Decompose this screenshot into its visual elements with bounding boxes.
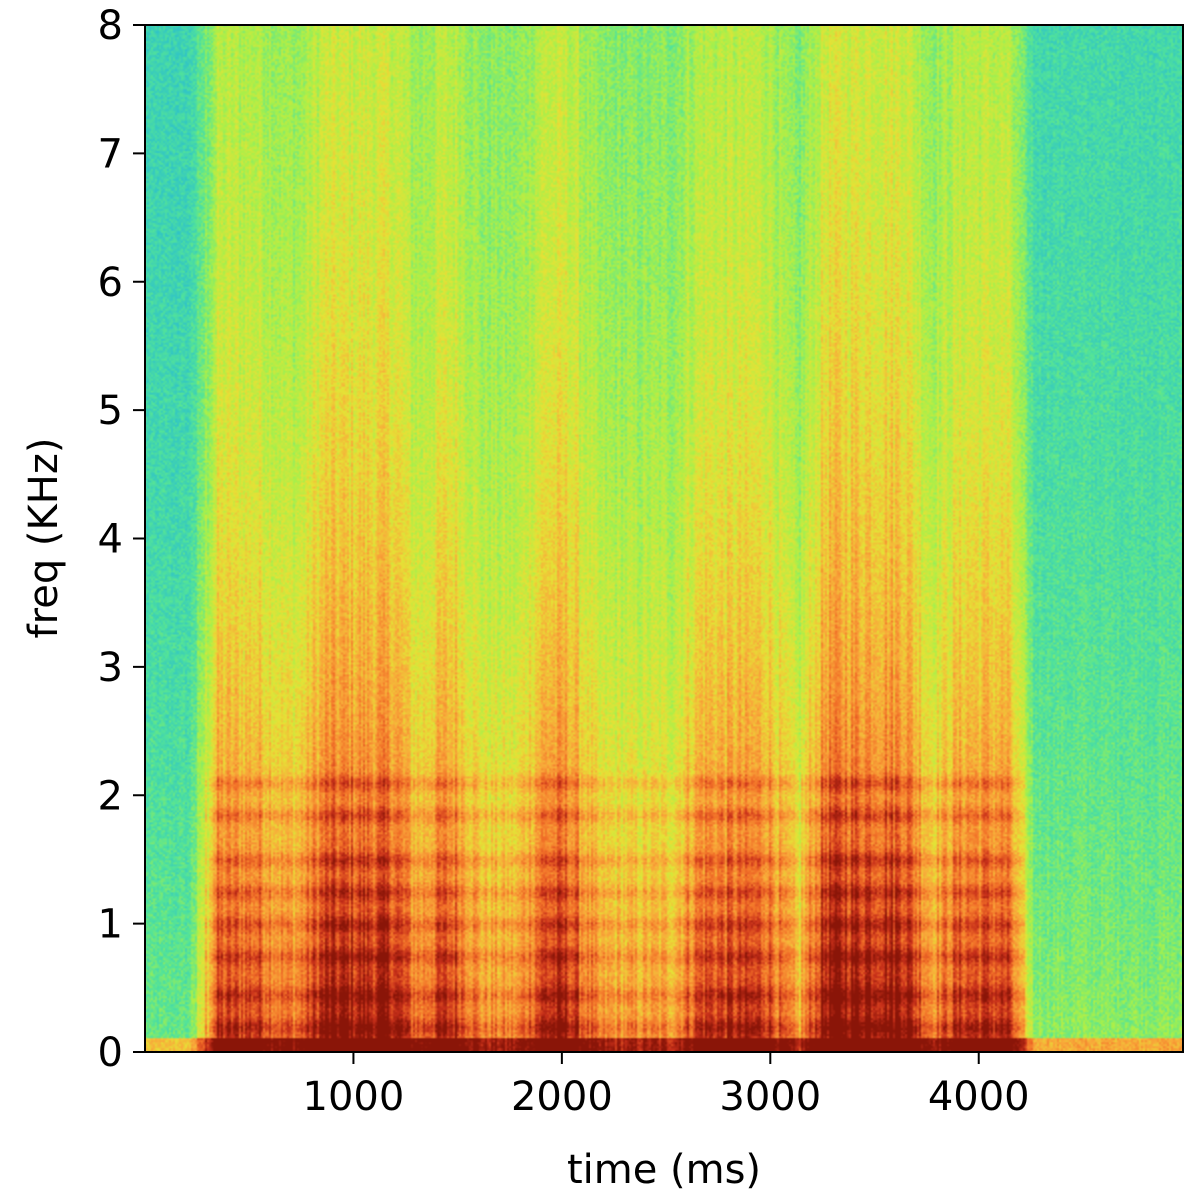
y-tick-label: 3	[98, 645, 123, 691]
y-axis-label: freq (KHz)	[21, 438, 67, 639]
x-tick-label: 1000	[303, 1074, 405, 1120]
y-tick-label: 5	[98, 388, 123, 434]
y-tick-label: 2	[98, 773, 123, 819]
y-tick-label: 4	[98, 517, 123, 563]
plot-area	[144, 24, 1184, 1053]
y-axis-ticks: 0 1 2 3 4 5 6 7 8	[98, 3, 145, 1076]
y-tick-label: 8	[98, 3, 123, 49]
x-axis-label: time (ms)	[567, 1147, 761, 1193]
y-tick-label: 6	[98, 260, 123, 306]
y-tick-label: 0	[98, 1030, 123, 1076]
x-axis-ticks: 1000 2000 3000 4000	[303, 1052, 1030, 1120]
x-tick-label: 2000	[511, 1074, 613, 1120]
y-tick-label: 1	[98, 902, 123, 948]
x-tick-label: 4000	[928, 1074, 1030, 1120]
y-tick-label: 7	[98, 131, 123, 177]
x-tick-label: 3000	[719, 1074, 821, 1120]
spectrogram-heatmap	[145, 25, 1183, 1052]
